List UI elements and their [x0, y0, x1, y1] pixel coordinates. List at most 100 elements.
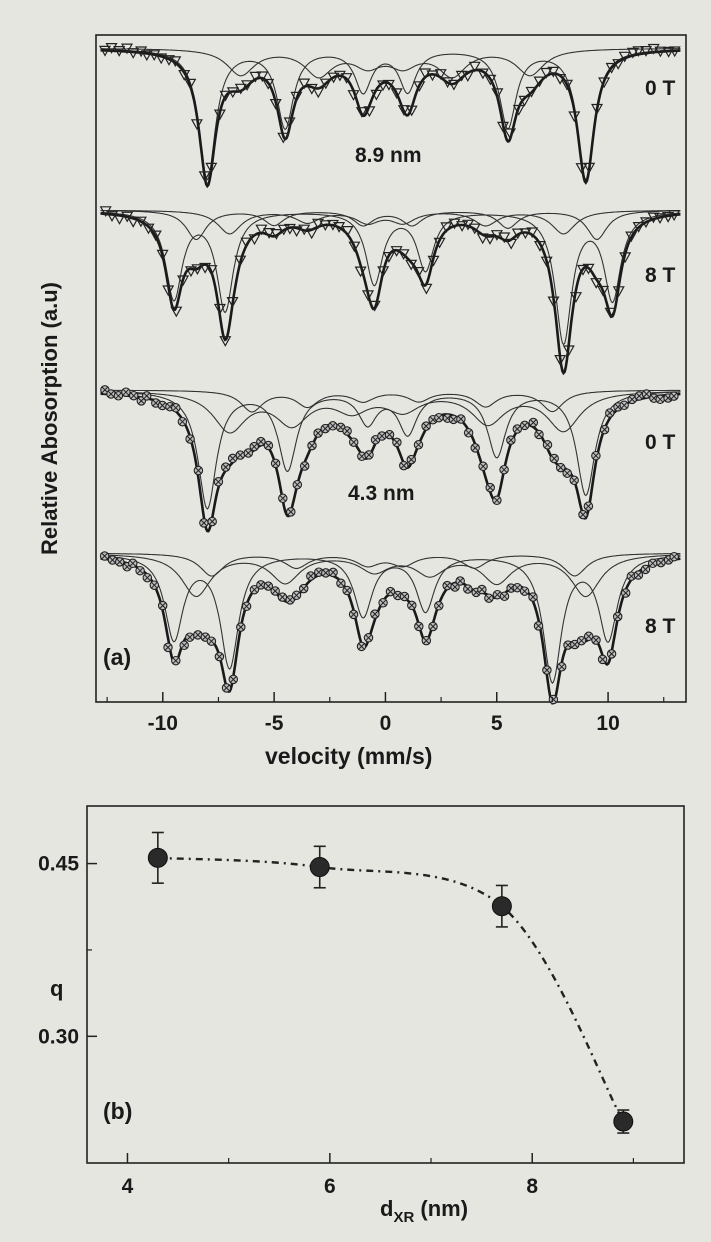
spectrum-3-point-cross [570, 476, 578, 484]
spectrum-2-point [142, 223, 155, 235]
spectrum-4-point-cross [350, 611, 357, 618]
spectrum-4-point-cross [101, 552, 108, 560]
spectrum-4-point-cross [129, 559, 137, 567]
spectrum-1-point [491, 88, 504, 100]
spectrum-1-point [327, 72, 340, 84]
spectrum-1-point [626, 47, 639, 59]
spectrum-4-point-cross [670, 553, 678, 561]
spectrum-1-point [290, 91, 303, 103]
spectrum-4-point-cross [485, 594, 493, 602]
spectrum-2-point [134, 216, 147, 228]
spectrum-2-point [420, 283, 433, 295]
spectrum-3-point-cross [493, 496, 501, 504]
spectrum-1-point [319, 78, 332, 90]
spectrum-2-point [361, 290, 375, 302]
spectrum-3-point-cross [500, 466, 508, 474]
spectrum-2-point [511, 228, 524, 240]
spectrum-3-point-cross [250, 443, 258, 450]
panel-b-y-axis-label: q [50, 976, 63, 1001]
spectrum-2-point [427, 255, 440, 267]
spectrum-2-component-3 [100, 211, 681, 346]
spectrum-1-point [426, 70, 439, 82]
spectrum-2-point [647, 212, 660, 224]
panel-a-spectra [98, 43, 681, 705]
spectrum-3-point-cross [195, 467, 202, 474]
spectrum-3-point-cross [159, 402, 166, 409]
spectrum-1-point [476, 68, 489, 80]
spectrum-2-point [490, 230, 503, 241]
spectrum-3-point-cross [358, 452, 366, 460]
spectrum-4-point-cross [293, 591, 300, 599]
spectrum-1-point [312, 87, 325, 99]
spectrum-2-point [184, 266, 198, 278]
x-label-unit: (nm) [414, 1196, 468, 1221]
spectrum-4-point-cross [592, 636, 600, 644]
spectrum-3-point-cross [229, 455, 237, 462]
spectrum-1-point [632, 46, 645, 58]
spectrum-1-point [370, 89, 383, 101]
spectrum-2-point [448, 218, 461, 230]
spectrum-3-point-cross [563, 469, 571, 477]
spectrum-1-point [298, 78, 311, 90]
spectrum-4-point-cross [478, 586, 486, 593]
spectrum-3-point-cross [628, 396, 636, 403]
spectrum-3-point-cross [308, 442, 316, 449]
spectrum-1-point [405, 105, 418, 117]
spectrum-1-point [598, 77, 611, 89]
spectrum-3-component-3 [100, 389, 681, 413]
spectrum-2-point [582, 263, 595, 275]
spectrum-2-point [270, 229, 283, 240]
spectrum-4-point-cross [387, 588, 394, 595]
spectrum-2-point [156, 249, 169, 261]
spectrum-2-point [405, 259, 418, 271]
spectrum-2-point [234, 255, 247, 267]
spectrum-3-point-cross [435, 414, 443, 422]
spectrum-3-point-cross [130, 392, 138, 400]
spectrum-4-point-cross [329, 569, 337, 576]
spectrum-4-fit [100, 557, 681, 705]
spectrum-1-point [583, 162, 596, 174]
spectrum-3-point-cross [656, 395, 664, 403]
spectrum-4-point-cross [164, 644, 172, 651]
spectrum-1-point [213, 109, 226, 121]
spectrum-3-point-cross [450, 416, 457, 423]
spectrum-1-point [605, 62, 618, 74]
spectrum-1-point [590, 103, 604, 115]
spectrum-4-point-cross [521, 587, 528, 595]
spectrum-2-point [590, 278, 603, 289]
spectrum-4-point-cross [150, 581, 158, 589]
panel-a-x-tick-label: 10 [596, 712, 619, 735]
spectrum-4-point-cross [614, 613, 622, 620]
spectrum-3-point-cross [544, 441, 551, 449]
spectrum-4-point-cross [337, 579, 345, 587]
spectrum-3-point-cross [236, 451, 244, 459]
spectrum-3-point-cross [479, 462, 487, 470]
spectrum-3-point-cross [635, 392, 643, 400]
spectrum-4-point-cross [216, 653, 223, 660]
spectrum-3-component-2 [100, 391, 681, 434]
spectrum-3-point-cross [620, 401, 628, 409]
spectrum-1-point [618, 51, 631, 63]
spectrum-4-point-cross [435, 602, 443, 610]
spectrum-4-point-cross [558, 663, 566, 671]
spectrum-3-point-cross [272, 460, 279, 467]
spectrum-1-point [419, 68, 432, 80]
spectrum-4-point-cross [279, 593, 286, 601]
spectrum-3-point-cross [400, 462, 408, 469]
spectrum-2-point [105, 211, 119, 223]
panel-a: -10 -5 0 5 10 (a) 8.9 nm 4.3 nm 0 T 8 T 0 T … [37, 34, 687, 769]
spectrum-3-point-cross [486, 484, 494, 491]
spectrum-4-point-cross [599, 656, 606, 663]
spectrum-2-point [255, 224, 268, 236]
spectrum-2-point [341, 226, 354, 237]
spectrum-4-point-cross [456, 577, 464, 585]
spectrum-4-point-cross [585, 632, 593, 640]
spectrum-2-component-2 [100, 209, 681, 235]
spectrum-4-point-cross [550, 696, 557, 703]
panel-a-x-tick-label: -5 [265, 712, 284, 735]
spectrum-4-point-cross [172, 657, 180, 665]
spectrum-1-point [468, 61, 481, 73]
spectrum-2-point [213, 303, 226, 315]
spectrum-1-point [256, 71, 269, 83]
